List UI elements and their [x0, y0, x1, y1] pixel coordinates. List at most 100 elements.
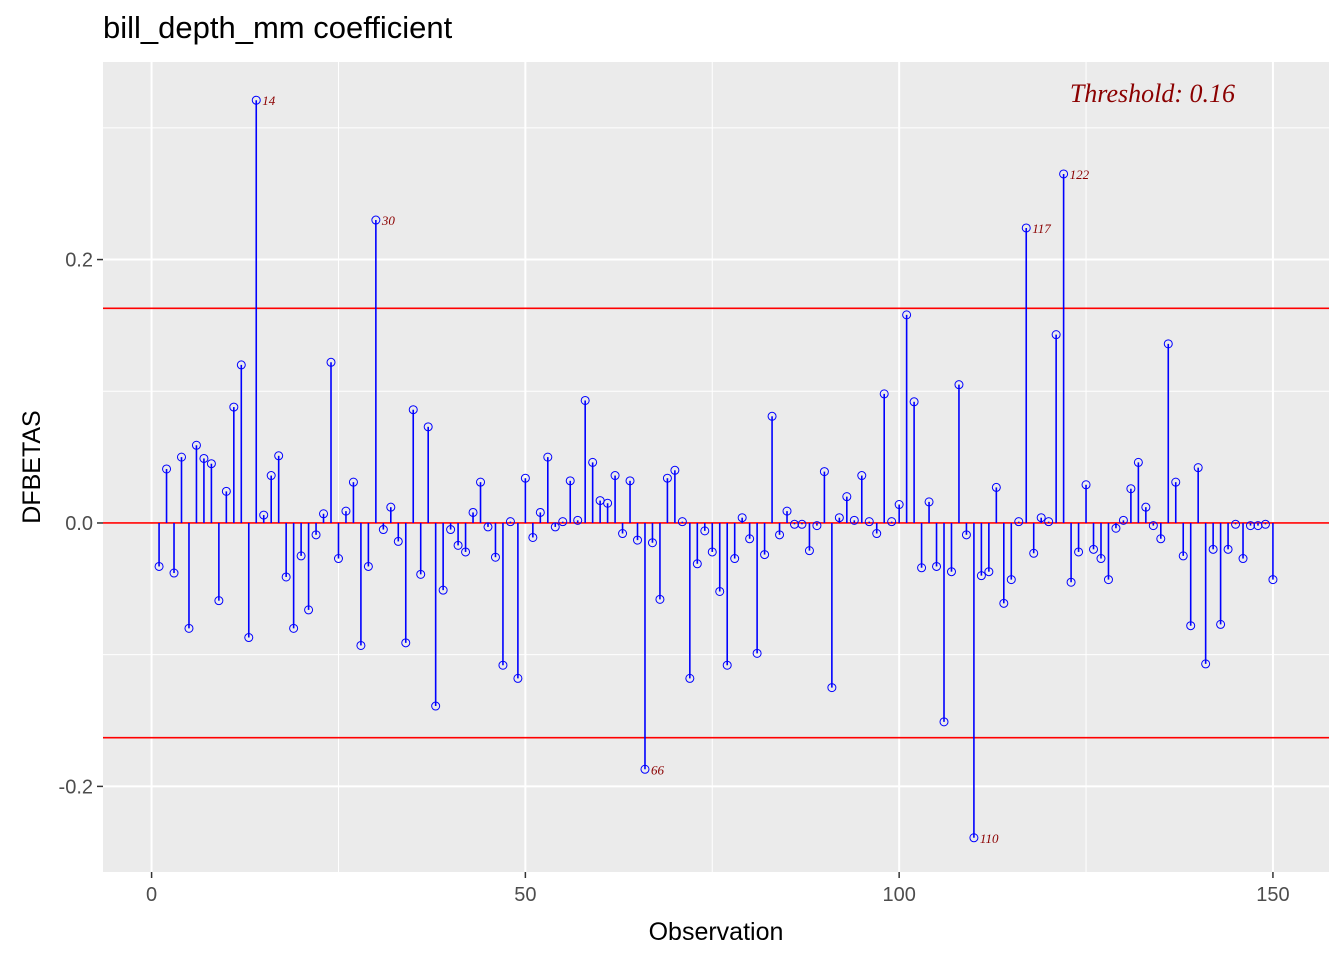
data-point — [610, 471, 620, 481]
data-point — [348, 477, 358, 487]
data-point — [603, 498, 613, 508]
data-point — [775, 530, 785, 540]
data-point — [752, 648, 762, 658]
data-point — [730, 554, 740, 564]
data-point — [991, 482, 1001, 492]
data-point — [1014, 517, 1024, 527]
data-point — [677, 517, 687, 527]
data-point — [917, 563, 927, 573]
data-point — [618, 529, 628, 539]
data-point — [1059, 169, 1069, 179]
data-point — [1246, 521, 1256, 531]
data-point — [625, 476, 635, 486]
data-point — [961, 530, 971, 540]
y-tick-label: 0.0 — [65, 513, 93, 535]
data-point — [304, 605, 314, 615]
data-point — [804, 546, 814, 556]
data-point — [438, 585, 448, 595]
data-point — [1029, 548, 1039, 558]
data-point — [505, 517, 515, 527]
lollipop-stems — [154, 95, 1278, 843]
data-point — [819, 467, 829, 477]
y-tick-label: -0.2 — [59, 776, 93, 798]
data-point — [266, 471, 276, 481]
data-point — [1208, 544, 1218, 554]
threshold-annotation: Threshold: 0.16 — [1070, 79, 1235, 108]
data-point — [565, 476, 575, 486]
data-point — [356, 640, 366, 650]
data-point — [1118, 515, 1128, 525]
data-point — [662, 473, 672, 483]
data-point — [789, 519, 799, 529]
data-point — [483, 522, 493, 532]
data-point — [550, 522, 560, 532]
data-point — [520, 473, 530, 483]
data-point — [588, 457, 598, 467]
data-point — [1103, 575, 1113, 585]
data-point — [1186, 621, 1196, 631]
data-point — [154, 561, 164, 571]
data-point — [902, 310, 912, 320]
data-point — [1223, 544, 1233, 554]
data-point — [842, 492, 852, 502]
data-point — [969, 833, 979, 843]
data-point — [737, 513, 747, 523]
data-point — [1260, 519, 1270, 529]
data-point — [1081, 480, 1091, 490]
data-point — [812, 521, 822, 531]
data-point — [296, 551, 306, 561]
data-point — [692, 559, 702, 569]
data-point — [393, 536, 403, 546]
data-point — [423, 422, 433, 432]
data-point — [1126, 484, 1136, 494]
data-point — [199, 453, 209, 463]
data-point — [1178, 551, 1188, 561]
data-point — [229, 402, 239, 412]
data-point — [924, 497, 934, 507]
point-label: 122 — [1070, 167, 1090, 182]
data-point — [797, 519, 807, 529]
data-point — [670, 465, 680, 475]
data-point — [333, 554, 343, 564]
data-point — [1148, 521, 1158, 531]
data-point — [857, 471, 867, 481]
data-point — [1268, 575, 1278, 585]
data-point — [1066, 577, 1076, 587]
data-point — [184, 623, 194, 633]
data-point — [378, 525, 388, 535]
data-point — [169, 568, 179, 578]
data-point — [363, 561, 373, 571]
data-point — [1111, 523, 1121, 533]
data-point — [341, 506, 351, 516]
data-point — [909, 397, 919, 407]
data-point — [767, 411, 777, 421]
data-point — [1051, 330, 1061, 340]
data-point — [849, 515, 859, 525]
data-point — [236, 360, 246, 370]
point-label: 30 — [381, 213, 396, 228]
data-point — [640, 764, 650, 774]
point-label: 14 — [262, 93, 276, 108]
data-point — [386, 502, 396, 512]
data-point — [1201, 659, 1211, 669]
data-point — [939, 717, 949, 727]
point-labels: 14 30 66 110 117 122 — [262, 93, 1089, 846]
data-point — [244, 633, 254, 643]
data-point — [206, 459, 216, 469]
data-point — [864, 517, 874, 527]
x-tick-label: 0 — [146, 884, 157, 906]
data-point — [707, 547, 717, 557]
axes: 0 50 100 150 -0.2 0.0 0.2 — [59, 250, 1290, 906]
data-point — [326, 357, 336, 367]
y-tick-label: 0.2 — [65, 250, 93, 272]
data-point — [371, 215, 381, 225]
x-tick-label: 50 — [514, 884, 536, 906]
data-point — [1156, 534, 1166, 544]
data-point — [655, 594, 665, 604]
x-tick-label: 150 — [1256, 884, 1289, 906]
point-label: 110 — [980, 831, 999, 846]
data-point — [715, 586, 725, 596]
data-point — [647, 538, 657, 548]
threshold-lines — [103, 307, 1329, 739]
data-point — [289, 623, 299, 633]
